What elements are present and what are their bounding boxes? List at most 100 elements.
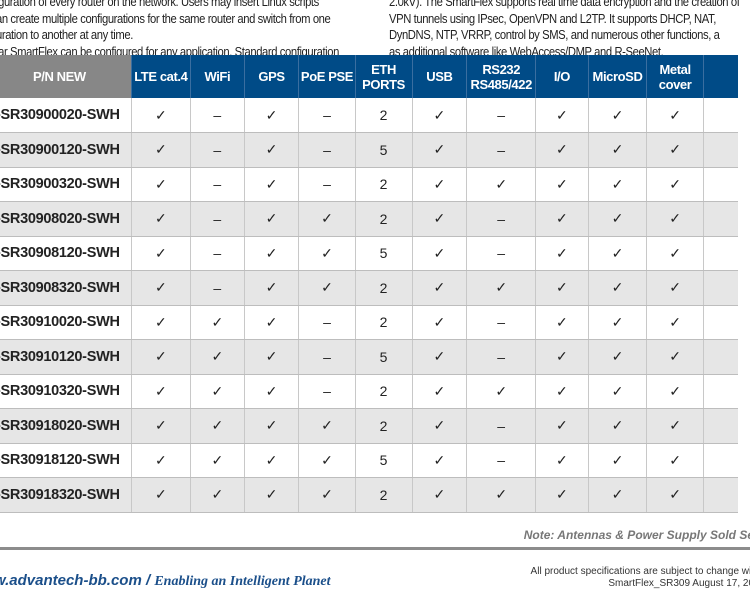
part-number-cell: -SR30908320-SWH [0, 270, 132, 306]
feature-cell: ✓ [243, 408, 299, 444]
column-header: USB [411, 55, 467, 98]
feature-cell: ✓ [587, 339, 647, 375]
part-number-cell: -SR30910120-SWH [0, 339, 132, 375]
feature-cell: ✓ [189, 408, 245, 444]
feature-cell: ✓ [646, 443, 704, 478]
feature-cell: ✓ [189, 339, 245, 375]
feature-cell: ✓ [535, 98, 589, 133]
table-row: -SR30910020-SWH ✓ ✓ ✓ –2 ✓ – ✓ ✓ ✓ [0, 305, 738, 340]
feature-cell: ✓ [411, 201, 467, 237]
feature-cell: ✓ [535, 443, 589, 478]
feature-cell [702, 374, 738, 409]
part-number-cell: -SR30900320-SWH [0, 167, 132, 202]
feature-cell: ✓ [298, 443, 356, 478]
feature-cell: ✓ [587, 236, 647, 271]
feature-cell: ✓ [535, 408, 589, 444]
part-number-cell: -SR30900020-SWH [0, 98, 132, 133]
table-row: -SR30918020-SWH ✓ ✓ ✓ ✓ 2 ✓ – ✓ ✓ ✓ [0, 408, 738, 444]
feature-cell: ✓ [130, 132, 191, 168]
table-row: -SR30908120-SWH ✓ – ✓ ✓ 5 ✓ – ✓ ✓ ✓ [0, 236, 738, 271]
feature-cell: ✓ [243, 305, 299, 340]
feature-cell: ✓ [130, 305, 191, 340]
footnote: Note: Antennas & Power Supply Sold Se [523, 528, 750, 542]
feature-cell: ✓ [646, 374, 704, 409]
legal-text: All product specifications are subject t… [531, 566, 750, 590]
feature-cell: – [189, 132, 245, 168]
column-header: GPS [243, 55, 299, 98]
feature-cell: – [298, 339, 356, 375]
intro-line: VPN tunnels using IPsec, OpenVPN and L2T… [389, 11, 716, 26]
column-header: MicroSD [587, 55, 647, 98]
feature-cell: ✓ [130, 270, 191, 306]
feature-cell: 5 [354, 443, 413, 478]
feature-cell [702, 236, 738, 271]
feature-cell [702, 201, 738, 237]
feature-cell [702, 477, 738, 513]
feature-cell: 5 [354, 236, 413, 271]
feature-cell: ✓ [646, 201, 704, 237]
website-link[interactable]: w.advantech-bb.com [0, 572, 142, 589]
tagline: Enabling an Intelligent Planet [154, 574, 331, 589]
feature-cell: – [189, 98, 245, 133]
feature-cell: 2 [354, 408, 413, 444]
feature-cell: – [466, 443, 536, 478]
part-number-cell: -SR30908120-SWH [0, 236, 132, 271]
part-number-cell: -SR30910020-SWH [0, 305, 132, 340]
feature-cell [702, 339, 738, 375]
feature-cell: 2 [354, 98, 413, 133]
feature-cell: ✓ [587, 132, 647, 168]
part-number-cell: -SR30910320-SWH [0, 374, 132, 409]
feature-cell: ✓ [466, 374, 536, 409]
product-table: P/N NEW LTE cat.4 WiFi GPS PoE PSE ETH PORTS U… [0, 55, 738, 513]
table-row: -SR30910320-SWH ✓ ✓ ✓ –2 ✓ ✓ ✓ ✓ ✓ [0, 374, 738, 409]
feature-cell: ✓ [646, 339, 704, 375]
feature-cell: ✓ [130, 477, 191, 513]
feature-cell: 2 [354, 477, 413, 513]
feature-cell: ✓ [243, 443, 299, 478]
table-row: -SR30908020-SWH ✓ – ✓ ✓ 2 ✓ – ✓ ✓ ✓ [0, 201, 738, 237]
feature-cell: ✓ [243, 374, 299, 409]
feature-cell: ✓ [298, 201, 356, 237]
feature-cell: ✓ [411, 167, 467, 202]
feature-cell: ✓ [587, 374, 647, 409]
intro-line: iguration of every router on the network… [0, 0, 319, 9]
feature-cell: – [466, 339, 536, 375]
feature-cell: ✓ [130, 201, 191, 237]
feature-cell: 5 [354, 339, 413, 375]
feature-cell: ✓ [535, 339, 589, 375]
column-header: Metal cover [646, 55, 704, 98]
feature-cell: ✓ [130, 374, 191, 409]
feature-cell: ✓ [189, 305, 245, 340]
feature-cell [702, 98, 738, 133]
feature-cell: – [466, 408, 536, 444]
column-header: RS232 RS485/422 [466, 55, 536, 98]
column-header: I/O [535, 55, 589, 98]
feature-cell: – [466, 236, 536, 271]
feature-cell: ✓ [646, 408, 704, 444]
feature-cell: ✓ [243, 339, 299, 375]
feature-cell: ✓ [587, 305, 647, 340]
footer-divider [0, 547, 750, 550]
feature-cell: ✓ [411, 477, 467, 513]
feature-cell: ✓ [466, 167, 536, 202]
intro-text-right: 2.0kV). The SmartFlex supports real time… [389, 0, 740, 60]
column-header: P/N NEW [0, 55, 132, 98]
intro-line: uration to another at any time. [0, 28, 133, 42]
feature-cell: ✓ [587, 477, 647, 513]
feature-cell: ✓ [587, 98, 647, 133]
feature-cell: ✓ [411, 270, 467, 306]
feature-cell: ✓ [646, 167, 704, 202]
feature-cell [702, 270, 738, 306]
feature-cell: – [298, 374, 356, 409]
feature-cell [702, 408, 738, 444]
feature-cell: ✓ [646, 98, 704, 133]
intro-text-left: iguration of every router on the network… [0, 0, 339, 60]
feature-cell: – [298, 98, 356, 133]
intro-line: an create multiple configurations for th… [0, 11, 331, 26]
feature-cell: – [189, 167, 245, 202]
feature-cell: ✓ [466, 270, 536, 306]
feature-cell [702, 443, 738, 478]
table-row: -SR30900020-SWH ✓ – ✓ –2 ✓ – ✓ ✓ ✓ [0, 98, 738, 133]
column-header: ETH PORTS [354, 55, 413, 98]
feature-cell: – [298, 132, 356, 168]
